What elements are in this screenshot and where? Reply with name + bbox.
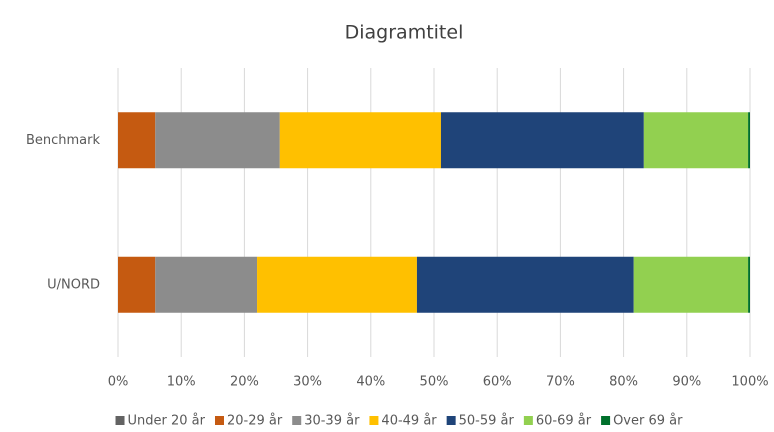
x-tick-label: 90% bbox=[672, 375, 701, 390]
legend-label: 60-69 år bbox=[536, 414, 592, 429]
legend-label: Under 20 år bbox=[128, 414, 206, 429]
legend-swatch bbox=[214, 416, 224, 425]
bar-segment bbox=[257, 256, 417, 313]
chart-title: Diagramtitel bbox=[345, 22, 464, 44]
bar-segment bbox=[155, 256, 258, 313]
bar-segment bbox=[748, 112, 750, 169]
legend-swatch bbox=[115, 416, 125, 425]
legend-swatch bbox=[523, 416, 533, 425]
x-tick-label: 70% bbox=[546, 375, 575, 390]
legend-swatch bbox=[446, 416, 456, 425]
x-tick-label: 60% bbox=[483, 375, 512, 390]
x-tick-label: 0% bbox=[108, 375, 129, 390]
bar-segment bbox=[118, 256, 156, 313]
bar-segment bbox=[118, 112, 156, 169]
legend-label: 40-49 år bbox=[381, 414, 437, 429]
legend-swatch bbox=[292, 416, 302, 425]
x-tick-label: 100% bbox=[731, 375, 768, 390]
y-tick-label: Benchmark bbox=[26, 133, 101, 148]
bar-segment bbox=[633, 256, 749, 313]
legend-label: Over 69 år bbox=[613, 414, 683, 429]
x-tick-label: 50% bbox=[420, 375, 449, 390]
x-tick-label: 30% bbox=[293, 375, 322, 390]
bar-segment bbox=[440, 112, 644, 169]
bar-segment bbox=[748, 256, 750, 313]
x-tick-label: 40% bbox=[356, 375, 385, 390]
bar-segment bbox=[643, 112, 749, 169]
legend-swatch bbox=[601, 416, 611, 425]
legend-label: 50-59 år bbox=[459, 414, 515, 429]
legend-swatch bbox=[369, 416, 379, 425]
x-tick-label: 20% bbox=[230, 375, 259, 390]
bar-segment bbox=[279, 112, 441, 169]
y-tick-label: U/NORD bbox=[47, 277, 100, 292]
bar-segment bbox=[416, 256, 634, 313]
legend-label: 20-29 år bbox=[227, 414, 283, 429]
x-tick-label: 10% bbox=[167, 375, 196, 390]
bar-segment bbox=[155, 112, 280, 169]
legend-label: 30-39 år bbox=[304, 414, 360, 429]
x-tick-label: 80% bbox=[609, 375, 638, 390]
